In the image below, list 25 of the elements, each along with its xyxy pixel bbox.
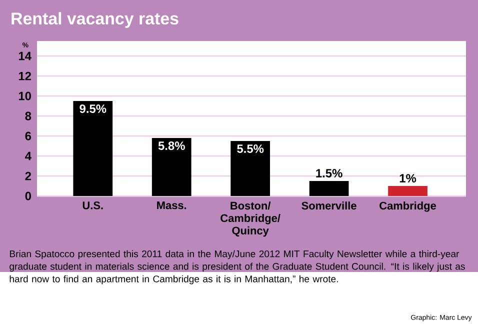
y-tick-label: 2 — [25, 172, 32, 180]
x-tick-label: U.S. — [82, 202, 103, 210]
chart-title: Rental vacancy rates — [12, 12, 178, 28]
y-tick-label: 0 — [25, 192, 31, 200]
data-label: 1% — [400, 174, 416, 182]
x-tick-label: Mass. — [157, 202, 186, 210]
x-tick-label: Cambridge — [380, 202, 436, 212]
bar — [152, 138, 192, 196]
y-tick-label: 14 — [18, 52, 32, 60]
data-label: 1.5% — [316, 169, 342, 178]
bar — [309, 181, 349, 196]
data-label: 5.8% — [158, 142, 185, 150]
bar — [230, 141, 270, 196]
y-tick-label: 8 — [25, 112, 32, 120]
x-tick-label: Boston/ Cambridge/ Quincy — [220, 202, 280, 237]
y-tick-label: 12 — [18, 72, 32, 80]
x-tick-label: Somerville — [302, 202, 356, 210]
bar — [73, 101, 113, 196]
bar — [388, 186, 428, 196]
y-tick-label: 10 — [18, 92, 31, 100]
text: Brian Spatocco presented this 2011 data in the May/June 2012 MIT Faculty Newsletter while a third-year graduate student in materials science and is president of the Graduate Student Council. “It is likely just as hard now to find an apartment in Cambridge as it is in Manhattan,” he wrote. — [10, 250, 465, 284]
data-label: 5.5% — [237, 144, 264, 153]
y-tick-label: 4 — [25, 152, 32, 160]
data-label: 9.5% — [80, 104, 106, 113]
y-tick-label: 6 — [25, 132, 32, 140]
